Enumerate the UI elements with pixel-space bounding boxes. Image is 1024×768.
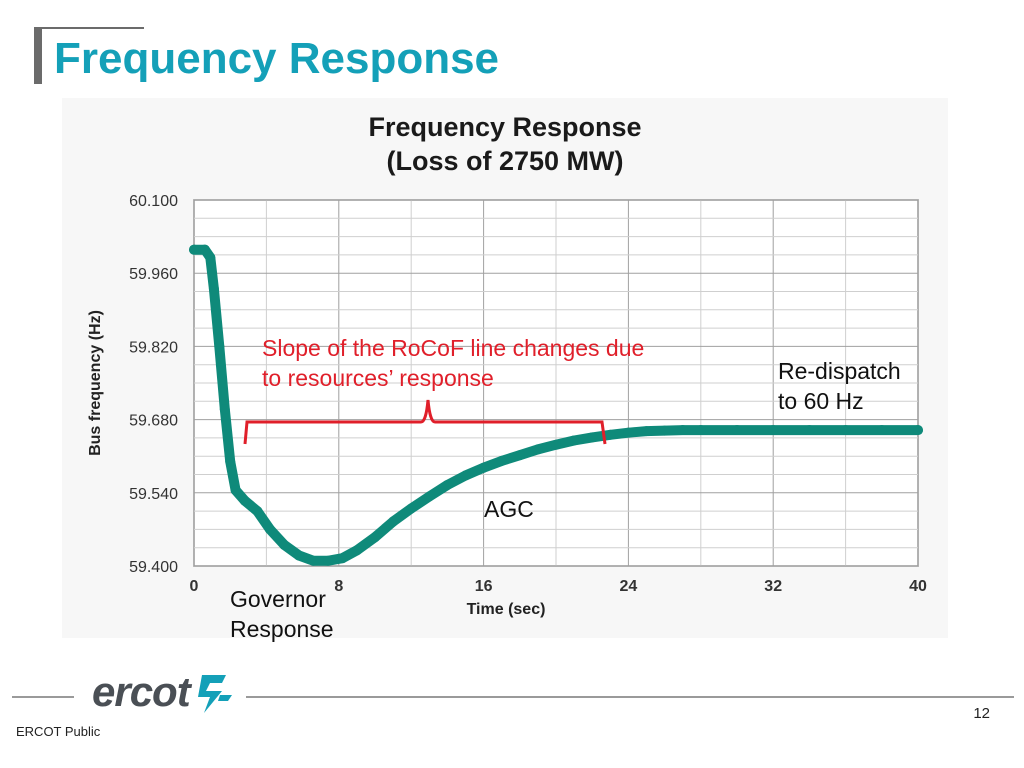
series-point	[239, 495, 250, 506]
series-point	[424, 491, 435, 502]
agc-annotation: AGC	[484, 496, 534, 522]
series-point	[732, 425, 742, 436]
lightning-bolt-icon	[197, 675, 232, 713]
x-tick-label: 0	[190, 578, 199, 595]
ercot-logo: ercot	[92, 668, 238, 716]
footer-classification: ERCOT Public	[16, 724, 101, 739]
series-point	[623, 427, 634, 438]
x-tick-label: 16	[475, 578, 493, 595]
series-point	[351, 545, 362, 556]
series-point	[840, 425, 851, 436]
series-point	[532, 444, 543, 455]
x-tick-label: 8	[334, 578, 343, 595]
chart-title-line-2: (Loss of 2750 MW)	[386, 146, 624, 176]
x-tick-label: 32	[764, 578, 782, 595]
series-point	[322, 555, 333, 566]
series-point	[337, 553, 348, 564]
series-point	[496, 455, 507, 466]
frequency-chart: 0 8 16 24 32 40 59.400 59.540 59.680 59.820 59.960…	[87, 193, 927, 618]
y-axis-label: Bus frequency (Hz)	[87, 310, 104, 456]
series-point	[388, 516, 399, 527]
logo-wordmark: ercot	[92, 668, 191, 715]
series-point	[279, 540, 290, 551]
footer-divider-left	[12, 696, 74, 698]
series-point	[370, 532, 380, 543]
series-point	[569, 435, 580, 446]
series-point	[265, 524, 276, 535]
series-point	[695, 425, 706, 436]
y-tick-label: 59.960	[129, 266, 178, 283]
y-tick-label: 59.400	[129, 559, 178, 576]
y-tick-label: 59.540	[129, 486, 178, 503]
x-tick-label: 40	[909, 578, 927, 595]
series-point	[514, 450, 525, 461]
series-point	[605, 429, 616, 440]
y-tick-label: 60.100	[129, 193, 178, 210]
series-point	[478, 462, 489, 473]
series-point	[308, 555, 319, 566]
series-point	[189, 244, 199, 255]
x-axis-label: Time (sec)	[467, 601, 546, 618]
title-accent-line	[34, 27, 144, 29]
series-point	[587, 432, 598, 443]
y-tick-label: 59.820	[129, 339, 178, 356]
series-point	[677, 425, 688, 436]
series-point	[208, 283, 219, 294]
series-point	[641, 426, 652, 437]
series-point	[442, 479, 453, 490]
series-point	[460, 470, 471, 481]
series-point	[205, 252, 216, 263]
series-point	[230, 485, 241, 496]
title-accent-bar	[34, 27, 42, 84]
chart-title-line-1: Frequency Response	[368, 112, 642, 142]
redispatch-annotation: Re-dispatch to 60 Hz	[778, 358, 901, 414]
series-point	[406, 503, 417, 514]
page-number: 12	[973, 705, 990, 722]
x-tick-label: 24	[620, 578, 638, 595]
chart-title: Frequency Response (Loss of 2750 MW)	[62, 110, 948, 178]
series-point	[804, 425, 815, 436]
series-point	[225, 456, 236, 467]
rocof-bracket	[243, 399, 607, 445]
series-point	[252, 506, 263, 517]
series-point	[293, 550, 304, 561]
page-title: Frequency Response	[54, 34, 500, 83]
governor-annotation: Governor Response	[230, 586, 334, 642]
chart-panel: Frequency Response (Loss of 2750 MW) 0 8 1…	[62, 98, 948, 638]
series-point	[913, 425, 923, 436]
footer-divider-right	[246, 696, 1014, 698]
y-tick-label: 59.680	[129, 413, 178, 430]
series-point	[659, 425, 670, 436]
series-point	[219, 404, 230, 415]
series-point	[199, 244, 210, 255]
series-point	[768, 425, 779, 436]
series-point	[551, 439, 561, 450]
rocof-annotation: Slope of the RoCoF line changes due to r…	[262, 335, 645, 391]
series-point	[876, 425, 887, 436]
series-point	[214, 341, 225, 352]
